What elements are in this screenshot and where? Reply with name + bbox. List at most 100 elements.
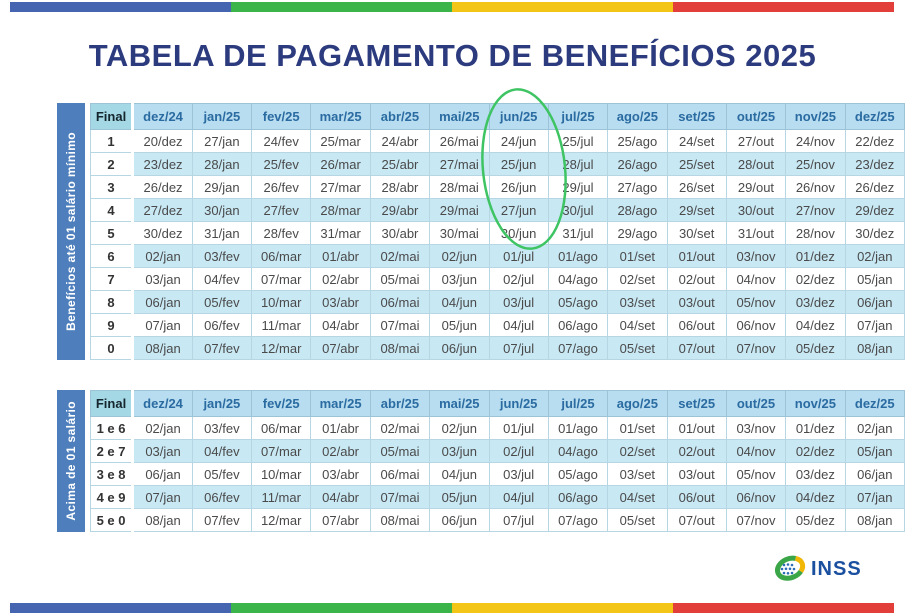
payment-date-cell: 10/mar bbox=[250, 290, 312, 314]
final-column-header: Final bbox=[89, 103, 135, 130]
payment-date-cell: 29/abr bbox=[369, 198, 431, 222]
table-row: 9 07/jan 06/fev 11/mar 04/abr 07/mai 05/jun 04/… bbox=[89, 313, 905, 337]
payment-date-cell: 23/dez bbox=[132, 152, 193, 176]
payment-date-cell: 04/ago bbox=[547, 267, 609, 291]
payment-date-cell: 06/nov bbox=[725, 485, 787, 509]
payment-date-cell: 06/out bbox=[666, 485, 727, 509]
payment-date-cell: 28/jan bbox=[191, 152, 253, 176]
payment-date-cell: 05/nov bbox=[725, 462, 787, 486]
payment-date-cell: 08/jan bbox=[844, 508, 905, 532]
payment-date-cell: 06/fev bbox=[191, 485, 253, 509]
payment-date-cell: 27/mai bbox=[429, 152, 490, 176]
payment-date-cell: 03/abr bbox=[310, 290, 371, 314]
month-column-header: set/25 bbox=[666, 390, 727, 417]
table1-side-label: Benefícios até 01 salário mínimo bbox=[63, 132, 78, 331]
payment-date-cell: 03/jan bbox=[132, 439, 193, 463]
payment-date-cell: 01/abr bbox=[310, 416, 371, 440]
payment-date-cell: 26/set bbox=[666, 175, 727, 199]
stripe-segment-3 bbox=[673, 603, 894, 613]
payment-date-cell: 03/set bbox=[607, 462, 668, 486]
payment-date-cell: 04/dez bbox=[785, 313, 846, 337]
month-column-header: ago/25 bbox=[607, 390, 668, 417]
payment-date-cell: 05/dez bbox=[785, 336, 846, 360]
payment-date-cell: 03/jan bbox=[132, 267, 193, 291]
payment-date-cell: 07/out bbox=[666, 508, 727, 532]
payment-date-cell: 08/jan bbox=[132, 336, 193, 360]
payment-date-cell: 06/out bbox=[666, 313, 727, 337]
payment-date-cell: 30/jun bbox=[488, 221, 549, 245]
row-final-label: 9 bbox=[89, 313, 135, 337]
payment-date-cell: 01/jul bbox=[488, 244, 549, 268]
payment-date-cell: 02/jul bbox=[488, 267, 549, 291]
payment-date-cell: 07/jan bbox=[844, 485, 905, 509]
month-column-header: dez/25 bbox=[844, 390, 905, 417]
payment-date-cell: 26/mai bbox=[429, 129, 490, 153]
payment-date-cell: 01/out bbox=[666, 416, 727, 440]
payment-date-cell: 07/jul bbox=[488, 336, 549, 360]
payment-date-cell: 24/fev bbox=[250, 129, 312, 153]
table-row: 2 e 7 03/jan 04/fev 07/mar 02/abr 05/mai 03/ju… bbox=[89, 439, 905, 463]
payment-date-cell: 30/mai bbox=[429, 221, 490, 245]
table1-table: Final dez/24 jan/25 fev/25 mar/25 abr/25 mai/2… bbox=[89, 103, 905, 360]
payment-date-cell: 04/nov bbox=[725, 439, 787, 463]
payment-date-cell: 02/jan bbox=[132, 416, 193, 440]
payment-date-cell: 30/abr bbox=[369, 221, 431, 245]
payment-date-cell: 03/jul bbox=[488, 462, 549, 486]
table2-mount: Final dez/24 jan/25 fev/25 mar/25 abr/25 mai/2… bbox=[89, 390, 905, 532]
payment-date-cell: 03/fev bbox=[191, 244, 253, 268]
payment-date-cell: 27/jun bbox=[488, 198, 549, 222]
payment-date-cell: 02/mai bbox=[369, 416, 431, 440]
inss-logo: INSS bbox=[770, 555, 862, 583]
table2-side-bar: Acima de 01 salário bbox=[57, 390, 85, 532]
payment-date-cell: 03/jun bbox=[429, 267, 490, 291]
payment-date-cell: 25/mar bbox=[310, 129, 371, 153]
month-column-header: nov/25 bbox=[785, 103, 846, 130]
payment-date-cell: 02/set bbox=[607, 267, 668, 291]
payment-date-cell: 08/jan bbox=[844, 336, 905, 360]
payment-date-cell: 24/nov bbox=[785, 129, 846, 153]
table-row: 4 e 9 07/jan 06/fev 11/mar 04/abr 07/mai 05/ju… bbox=[89, 485, 905, 509]
inss-logo-text: INSS bbox=[811, 557, 862, 580]
table-row: 1 20/dez 27/jan 24/fev 25/mar 24/abr 26/mai 24/… bbox=[89, 129, 905, 153]
payment-date-cell: 06/mai bbox=[369, 290, 431, 314]
table2-block: Acima de 01 salário Final dez/24 jan/25 fev… bbox=[57, 390, 905, 532]
row-final-label: 3 bbox=[89, 175, 135, 199]
payment-date-cell: 07/mar bbox=[250, 267, 312, 291]
payment-date-cell: 02/jun bbox=[429, 416, 490, 440]
payment-date-cell: 07/out bbox=[666, 336, 727, 360]
payment-date-cell: 20/dez bbox=[132, 129, 193, 153]
stripe-segment-2 bbox=[452, 603, 673, 613]
payment-date-cell: 07/jan bbox=[844, 313, 905, 337]
payment-date-cell: 28/fev bbox=[250, 221, 312, 245]
payment-date-cell: 05/jan bbox=[844, 267, 905, 291]
payment-date-cell: 07/abr bbox=[310, 508, 371, 532]
payment-date-cell: 07/mar bbox=[250, 439, 312, 463]
payment-date-cell: 07/jul bbox=[488, 508, 549, 532]
payment-date-cell: 12/mar bbox=[250, 336, 312, 360]
payment-date-cell: 04/abr bbox=[310, 485, 371, 509]
payment-date-cell: 08/jan bbox=[132, 508, 193, 532]
table-row: 7 03/jan 04/fev 07/mar 02/abr 05/mai 03/jun 02/… bbox=[89, 267, 905, 291]
table2-side-label: Acima de 01 salário bbox=[63, 401, 78, 521]
payment-date-cell: 31/jul bbox=[547, 221, 609, 245]
payment-date-cell: 01/jul bbox=[488, 416, 549, 440]
payment-date-cell: 03/set bbox=[607, 290, 668, 314]
payment-date-cell: 02/mai bbox=[369, 244, 431, 268]
payment-date-cell: 27/jan bbox=[191, 129, 253, 153]
payment-date-cell: 26/dez bbox=[844, 175, 905, 199]
payment-date-cell: 27/out bbox=[725, 129, 787, 153]
payment-date-cell: 06/ago bbox=[547, 485, 609, 509]
payment-date-cell: 07/nov bbox=[725, 336, 787, 360]
payment-date-cell: 27/ago bbox=[607, 175, 668, 199]
payment-date-cell: 06/jan bbox=[844, 290, 905, 314]
top-color-stripe bbox=[10, 2, 894, 12]
payment-date-cell: 02/abr bbox=[310, 439, 371, 463]
payment-date-cell: 25/fev bbox=[250, 152, 312, 176]
payment-date-cell: 25/nov bbox=[785, 152, 846, 176]
table-row: 5 30/dez 31/jan 28/fev 31/mar 30/abr 30/mai 30/… bbox=[89, 221, 905, 245]
payment-date-cell: 03/jun bbox=[429, 439, 490, 463]
payment-date-cell: 07/mai bbox=[369, 485, 431, 509]
payment-date-cell: 12/mar bbox=[250, 508, 312, 532]
payment-date-cell: 27/dez bbox=[132, 198, 193, 222]
